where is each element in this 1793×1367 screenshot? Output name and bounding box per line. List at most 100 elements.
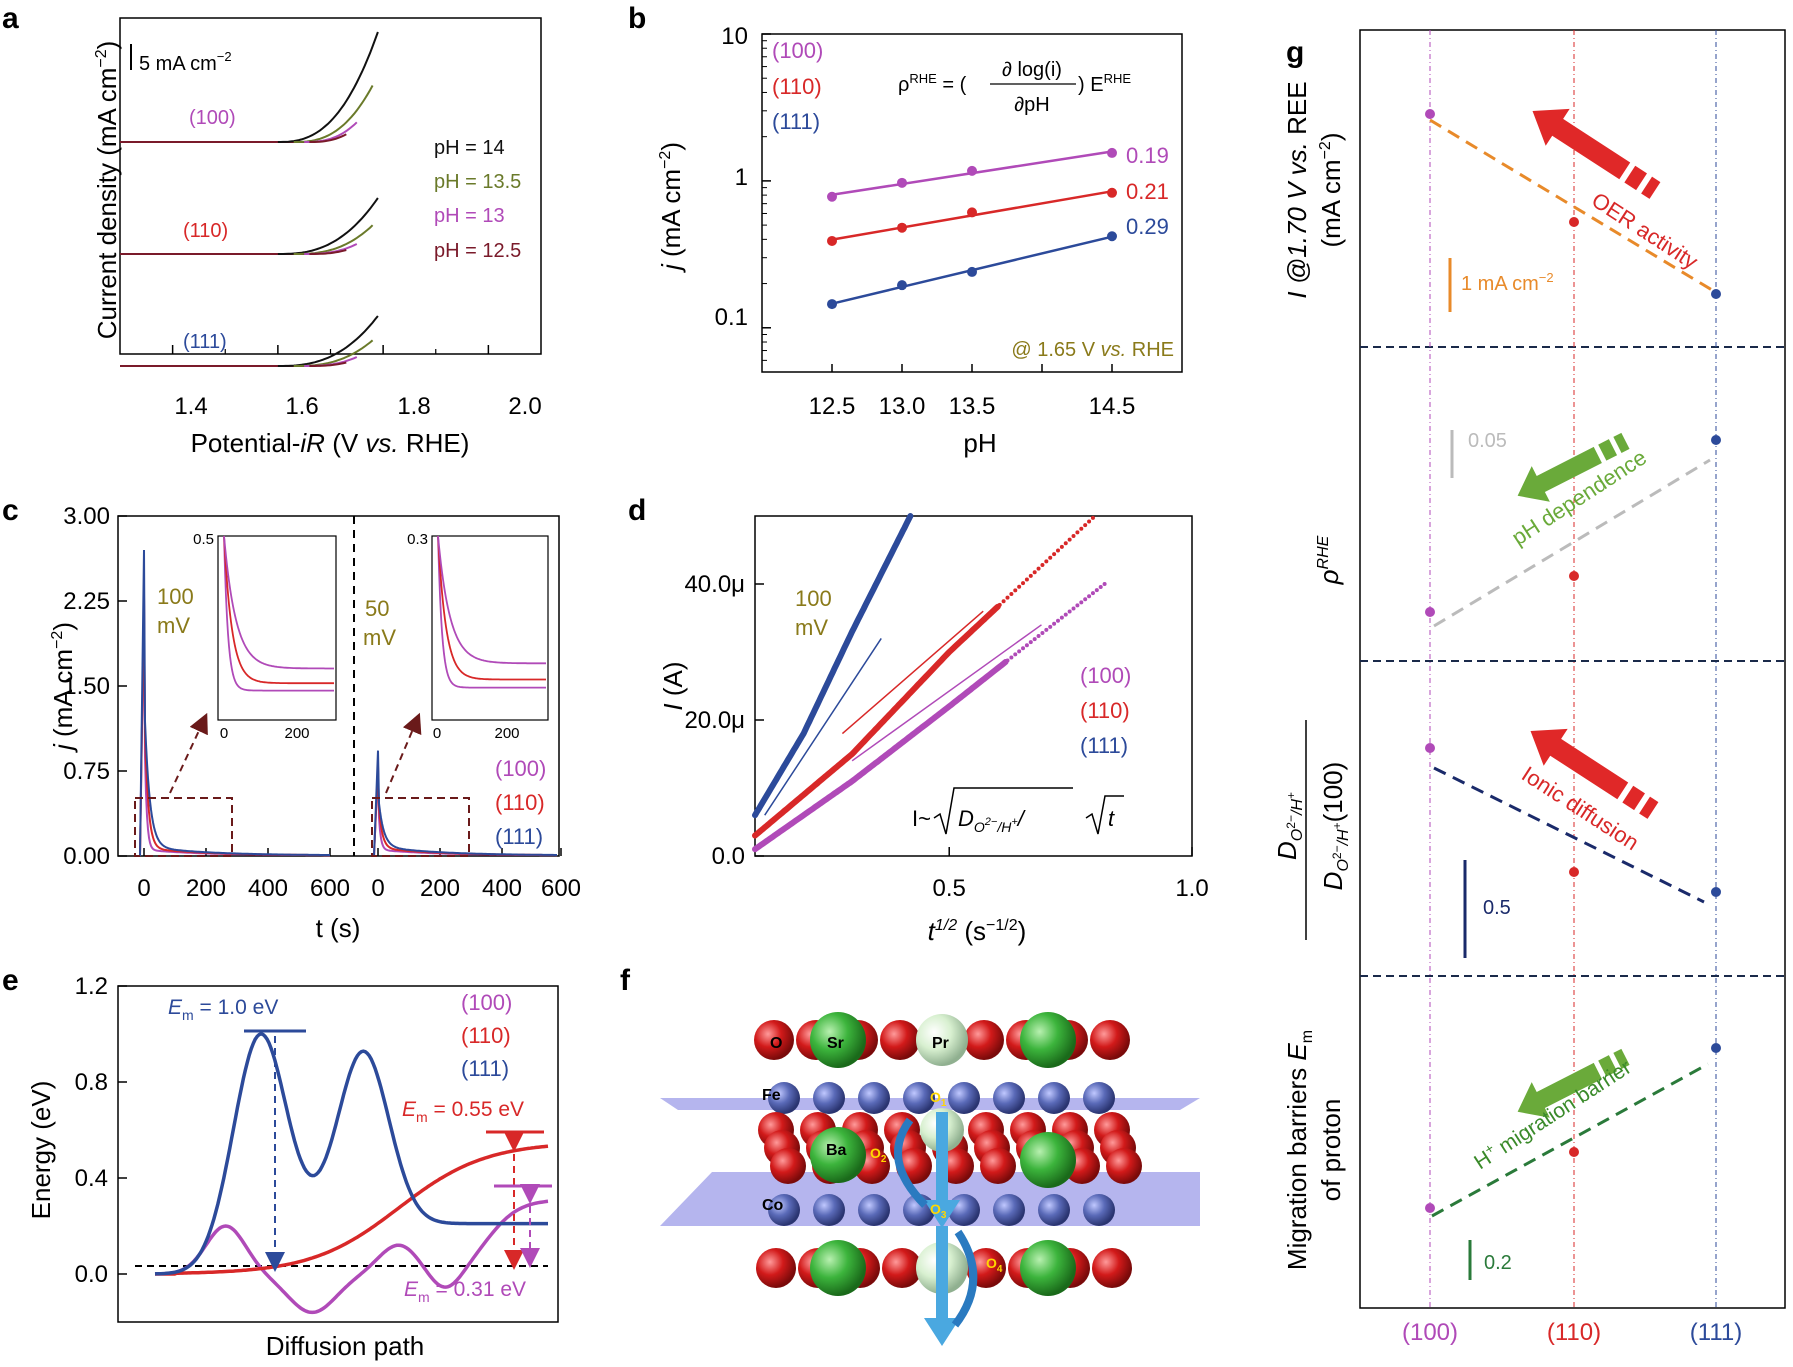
- chrono-dot-1-18: [1032, 570, 1037, 575]
- chrono-dot-2-24: [1052, 621, 1057, 626]
- sr-atom-3: [810, 1240, 866, 1296]
- panel-g-frame: [1359, 29, 1786, 1309]
- fit-line-100: [851, 624, 1042, 762]
- panel-d-ytick-0: 0.0: [712, 843, 745, 870]
- chrono-dot-2-12: [1028, 640, 1033, 645]
- sr-atom-2: [1020, 1012, 1076, 1068]
- chrono-dot-1-10: [1017, 584, 1022, 589]
- data-point-2-1: [897, 280, 907, 291]
- panel-b-xtick-130: 13.0: [879, 393, 926, 420]
- oxygen-bot-0: [756, 1248, 796, 1288]
- atom-label-Co: Co: [762, 1197, 784, 1214]
- chrono-dot-2-6: [1017, 649, 1022, 654]
- panel-b-ytick-01: 0.1: [715, 304, 748, 331]
- site-O3: O3: [930, 1201, 947, 1221]
- panel-c-insets: [223, 535, 546, 692]
- panel-b-ytick-1: 1: [735, 164, 748, 191]
- energy-profile-2: [154, 1032, 548, 1276]
- panel-c-ytick-150: 1.50: [63, 673, 110, 700]
- trend-label-barrier: H+ migration barrier: [1469, 1053, 1636, 1174]
- co-atom-1: [813, 1194, 845, 1226]
- inset-1-frame: [217, 535, 337, 721]
- panel-a-curve-0-2: [304, 121, 358, 143]
- chrono-dot-2-28: [1059, 615, 1064, 620]
- chrono-dot-2-18: [1040, 630, 1045, 635]
- panel-a-curves: [120, 31, 379, 367]
- panel-e-ytick-04: 0.4: [75, 1165, 108, 1192]
- g-point-0-0: [1425, 109, 1435, 119]
- chrono-dot-1-22: [1040, 562, 1045, 567]
- g-point-3-0: [1425, 1203, 1435, 1213]
- trend-arrow-oer: [1532, 108, 1661, 199]
- panel-c-xtick-r200: 200: [420, 875, 460, 902]
- trend-label-oer: OER activity: [1587, 187, 1702, 274]
- slope-110: 0.21: [1126, 179, 1169, 204]
- g-category-111: (111): [1690, 1319, 1742, 1346]
- panel-c-xtick-l400: 400: [248, 875, 288, 902]
- chrono-dot-2-0: [1005, 658, 1010, 663]
- panel-c: c 0.00 0.75 1.50 2.25 3.00 0 200 400 600…: [2, 494, 581, 943]
- path-arrow-1: [924, 1112, 960, 1228]
- g-point-1-2: [1711, 435, 1721, 445]
- chrono-dot-1-8: [1013, 588, 1018, 593]
- inset-curve-1-1: [437, 535, 546, 681]
- chrono-dot-2-46: [1094, 588, 1099, 593]
- panel-d-frame: [754, 515, 1193, 857]
- g-point-2-2: [1711, 887, 1721, 897]
- panel-e-legend-110: (110): [461, 1023, 511, 1048]
- panel-a-xtick-3: 1.8: [397, 393, 430, 420]
- rho-equation: ρRHE = ( ∂ log(i) ∂pH ) ERHE: [898, 59, 1131, 116]
- oxygen-mid-2-0: [770, 1148, 806, 1184]
- panel-a-curve-2-3: [309, 361, 347, 367]
- trend-label-diffusion: Ionic diffusion: [1517, 761, 1643, 855]
- panel-b-xtick-125: 12.5: [809, 393, 856, 420]
- panel-d: d 0.0 20.0μ 40.0μ 0.5 1.0 100 mV (100) (…: [628, 494, 1209, 946]
- panel-d-ytick-20: 20.0μ: [684, 707, 745, 734]
- panel-a-xlabel: Potential-iR (V vs. RHE): [191, 428, 470, 458]
- chrono-dot-1-46: [1087, 519, 1092, 524]
- data-point-2-2: [967, 266, 977, 277]
- panel-b-legend-110: (110): [772, 74, 822, 99]
- chrono-dot-1-20: [1036, 566, 1041, 571]
- chrono-dot-2-8: [1021, 646, 1026, 651]
- panel-e: e 0.0 0.4 0.8 1.2 Em = 1.0 eV Em = 0.55 …: [2, 964, 559, 1361]
- panel-label-b: b: [628, 2, 646, 35]
- panel-g: g OER activity pH dependence Ionic diffu…: [1272, 29, 1786, 1346]
- fe-atom-3: [903, 1082, 935, 1114]
- panel-a-xtick-1: 1.4: [174, 393, 207, 420]
- data-point-2-0: [827, 299, 837, 310]
- g-category-100: (100): [1402, 1319, 1458, 1346]
- oxygen-bot-3: [882, 1248, 922, 1288]
- co-atom-6: [1038, 1194, 1070, 1226]
- panel-c-step1-value: 100: [157, 584, 194, 609]
- chrono-dot-2-38: [1079, 600, 1084, 605]
- chrono-dot-1-34: [1063, 541, 1068, 546]
- panel-b-ylabel: j (mA cm−2): [656, 142, 686, 273]
- g-point-0-2: [1711, 289, 1721, 299]
- panel-b-ytick-10: 10: [721, 23, 748, 50]
- data-point-2-3: [1107, 231, 1117, 242]
- inset-2-ymax: 0.3: [407, 531, 428, 548]
- oxygen-top-8: [1090, 1020, 1130, 1060]
- chrono-dot-2-14: [1032, 637, 1037, 642]
- slope-111: 0.29: [1126, 214, 1169, 239]
- panel-c-step2-value: 50: [365, 596, 389, 621]
- data-point-0-2: [967, 165, 977, 176]
- chrono-curve-2: [752, 659, 1009, 853]
- panel-c-xtick-l200: 200: [186, 875, 226, 902]
- legend-ph125: pH = 12.5: [434, 240, 521, 262]
- fit-line-110: [841, 610, 984, 735]
- chrono-dot-2-48: [1098, 585, 1103, 590]
- zoom-arrow-1: [169, 712, 208, 794]
- panel-c-ytick-300: 3.00: [63, 503, 110, 530]
- fe-atom-1: [813, 1082, 845, 1114]
- panel-d-xlabel: t1/2 (s−1/2): [928, 916, 1027, 946]
- g-point-1-0: [1425, 607, 1435, 617]
- panel-a-curve-0-0: [277, 31, 379, 143]
- diffusion-equation: I~ DO2−/H+/ t: [912, 787, 1124, 835]
- trend-arrow-diffusion: [1530, 728, 1659, 819]
- chrono-dot-2-2: [1009, 655, 1014, 660]
- chrono-dot-1-28: [1052, 552, 1057, 557]
- chrono-dot-2-20: [1044, 627, 1049, 632]
- fe-atom-6: [1038, 1082, 1070, 1114]
